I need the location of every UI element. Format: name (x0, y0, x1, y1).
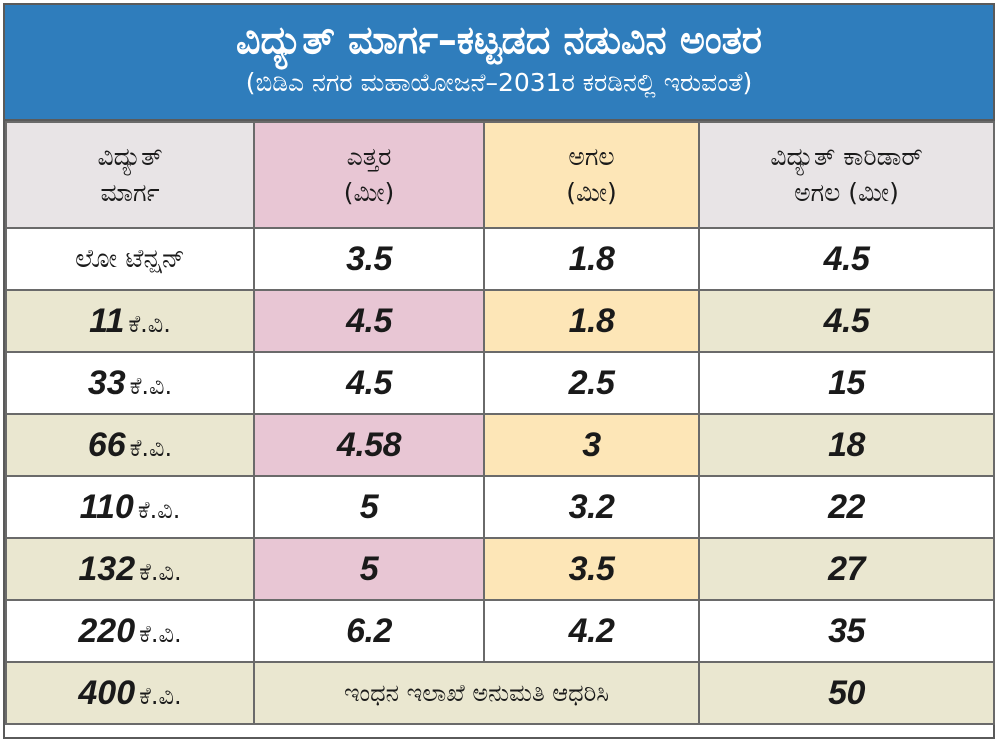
col-header-height: ಎತ್ತರ (ಮೀ) (253, 121, 485, 229)
corridor-cell: 4.5 (698, 227, 995, 291)
approval-note-cell: ಇಂಧನ ಇಲಾಖೆ ಅನುಮತಿ ಆಧರಿಸಿ (253, 661, 700, 725)
width-cell: 3.2 (483, 475, 700, 539)
height-cell: 5 (253, 537, 485, 601)
table-row: 110 ಕೆ.ವಿ. 5 3.2 22 (5, 475, 995, 539)
corridor-cell: 27 (698, 537, 995, 601)
height-cell: 4.5 (253, 289, 485, 353)
corridor-cell: 35 (698, 599, 995, 663)
height-cell: 6.2 (253, 599, 485, 663)
width-cell: 1.8 (483, 227, 700, 291)
table-row: 400 ಕೆ.ವಿ. ಇಂಧನ ಇಲಾಖೆ ಅನುಮತಿ ಆಧರಿಸಿ 50 (5, 661, 995, 725)
power-line-cell: 110 ಕೆ.ವಿ. (5, 475, 255, 539)
column-header-row: ವಿದ್ಯುತ್ ಮಾರ್ಗ ಎತ್ತರ (ಮೀ) ಅಗಲ (ಮೀ) ವಿದ್ಯುತ್… (5, 121, 995, 229)
table-header: ವಿದ್ಯುತ್ ಮಾರ್ಗ–ಕಟ್ಟಡದ ನಡುವಿನ ಅಂತರ (ಬಿಡಿಎ… (5, 5, 993, 121)
height-cell: 3.5 (253, 227, 485, 291)
col-header-power-line: ವಿದ್ಯುತ್ ಮಾರ್ಗ (5, 121, 255, 229)
col-header-corridor-width: ವಿದ್ಯುತ್ ಕಾರಿಡಾರ್ ಅಗಲ (ಮೀ) (698, 121, 995, 229)
table-row: 132 ಕೆ.ವಿ. 5 3.5 27 (5, 537, 995, 601)
width-cell: 3 (483, 413, 700, 477)
col-header-width: ಅಗಲ (ಮೀ) (483, 121, 700, 229)
height-cell: 4.58 (253, 413, 485, 477)
power-line-cell: 132 ಕೆ.ವಿ. (5, 537, 255, 601)
power-line-cell: 220 ಕೆ.ವಿ. (5, 599, 255, 663)
page-title: ವಿದ್ಯುತ್ ಮಾರ್ಗ–ಕಟ್ಟಡದ ನಡುವಿನ ಅಂತರ (236, 18, 762, 62)
table-row: 33 ಕೆ.ವಿ. 4.5 2.5 15 (5, 351, 995, 415)
width-cell: 1.8 (483, 289, 700, 353)
table-row: 220 ಕೆ.ವಿ. 6.2 4.2 35 (5, 599, 995, 663)
power-line-cell: 11 ಕೆ.ವಿ. (5, 289, 255, 353)
width-cell: 4.2 (483, 599, 700, 663)
power-line-cell: 33 ಕೆ.ವಿ. (5, 351, 255, 415)
height-cell: 5 (253, 475, 485, 539)
clearance-table-card: ವಿದ್ಯುತ್ ಮಾರ್ಗ–ಕಟ್ಟಡದ ನಡುವಿನ ಅಂತರ (ಬಿಡಿಎ… (3, 3, 995, 739)
table-row: ಲೋ ಟೆನ್ಷನ್ 3.5 1.8 4.5 (5, 227, 995, 291)
corridor-cell: 22 (698, 475, 995, 539)
power-line-cell: 400 ಕೆ.ವಿ. (5, 661, 255, 725)
table-row: 66 ಕೆ.ವಿ. 4.58 3 18 (5, 413, 995, 477)
table-row: 11 ಕೆ.ವಿ. 4.5 1.8 4.5 (5, 289, 995, 353)
corridor-cell: 50 (698, 661, 995, 725)
corridor-cell: 4.5 (698, 289, 995, 353)
power-line-cell: ಲೋ ಟೆನ್ಷನ್ (5, 227, 255, 291)
page-subtitle: (ಬಿಡಿಎ ನಗರ ಮಹಾಯೋಜನೆ–2031ರ ಕರಡಿನಲ್ಲಿ ಇರುವ… (245, 68, 753, 97)
width-cell: 2.5 (483, 351, 700, 415)
width-cell: 3.5 (483, 537, 700, 601)
power-line-cell: 66 ಕೆ.ವಿ. (5, 413, 255, 477)
height-cell: 4.5 (253, 351, 485, 415)
clearance-table: ವಿದ್ಯುತ್ ಮಾರ್ಗ ಎತ್ತರ (ಮೀ) ಅಗಲ (ಮೀ) ವಿದ್ಯುತ್… (5, 121, 995, 725)
corridor-cell: 15 (698, 351, 995, 415)
corridor-cell: 18 (698, 413, 995, 477)
